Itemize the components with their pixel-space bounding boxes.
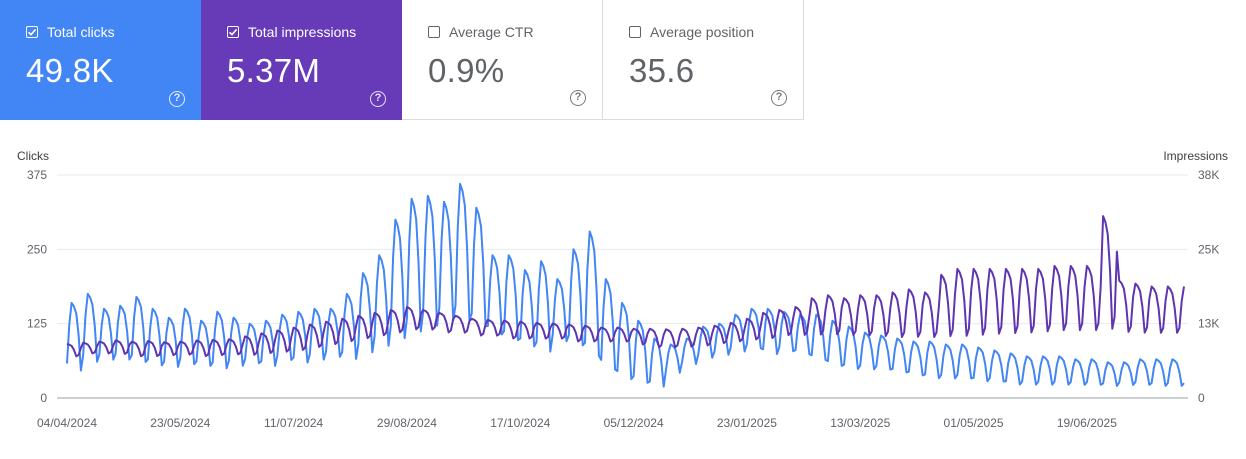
right-axis-title: Impressions: [1163, 149, 1228, 163]
help-icon[interactable]: ?: [771, 90, 787, 106]
checkbox-checked-icon[interactable]: [26, 26, 38, 38]
metric-card-average-position[interactable]: Average position 35.6 ?: [603, 0, 804, 120]
right-tick-label: 38K: [1198, 168, 1219, 182]
metric-value: 0.9%: [428, 52, 505, 89]
left-tick-label: 0: [40, 391, 47, 405]
help-icon[interactable]: ?: [570, 90, 586, 106]
performance-chart[interactable]: 375 38K 250 25K 125 13K 0 0 04/04/2024 23/05/2024…: [0, 160, 1246, 440]
metric-card-average-ctr[interactable]: Average CTR 0.9% ?: [402, 0, 603, 120]
metric-value: 49.8K: [26, 52, 114, 89]
metric-label: Total clicks: [47, 24, 115, 40]
checkbox-checked-icon[interactable]: [227, 26, 239, 38]
x-tick-label: 19/06/2025: [1057, 416, 1117, 430]
series-line-impressions: [66, 215, 1185, 358]
series-line-clicks: [66, 182, 1185, 388]
checkbox-unchecked-icon[interactable]: [428, 26, 440, 38]
x-tick-label: 29/08/2024: [377, 416, 437, 430]
metric-card-total-impressions[interactable]: Total impressions 5.37M ?: [201, 0, 402, 120]
metric-label: Average position: [650, 24, 755, 40]
help-icon[interactable]: ?: [370, 91, 386, 107]
metric-label: Average CTR: [449, 24, 534, 40]
x-tick-label: 11/07/2024: [264, 416, 323, 430]
right-tick-label: 0: [1198, 391, 1205, 405]
metric-cards: Total clicks 49.8K ? Total impressions 5…: [0, 0, 804, 120]
left-tick-label: 250: [27, 242, 47, 256]
left-axis-title: Clicks: [17, 149, 49, 163]
x-tick-label: 23/01/2025: [717, 416, 777, 430]
x-tick-label: 23/05/2024: [150, 416, 210, 430]
right-tick-label: 25K: [1198, 242, 1219, 256]
metric-value: 5.37M: [227, 52, 321, 89]
help-icon[interactable]: ?: [169, 91, 185, 107]
x-tick-label: 13/03/2025: [830, 416, 890, 430]
left-tick-label: 125: [27, 317, 47, 331]
x-tick-label: 01/05/2025: [944, 416, 1004, 430]
metric-label: Total impressions: [248, 24, 357, 40]
metric-value: 35.6: [629, 52, 695, 89]
checkbox-unchecked-icon[interactable]: [629, 26, 641, 38]
x-tick-label: 04/04/2024: [37, 416, 97, 430]
metric-card-total-clicks[interactable]: Total clicks 49.8K ?: [0, 0, 201, 120]
x-tick-label: 05/12/2024: [604, 416, 664, 430]
right-tick-label: 13K: [1198, 317, 1219, 331]
left-tick-label: 375: [27, 168, 47, 182]
x-tick-label: 17/10/2024: [490, 416, 550, 430]
